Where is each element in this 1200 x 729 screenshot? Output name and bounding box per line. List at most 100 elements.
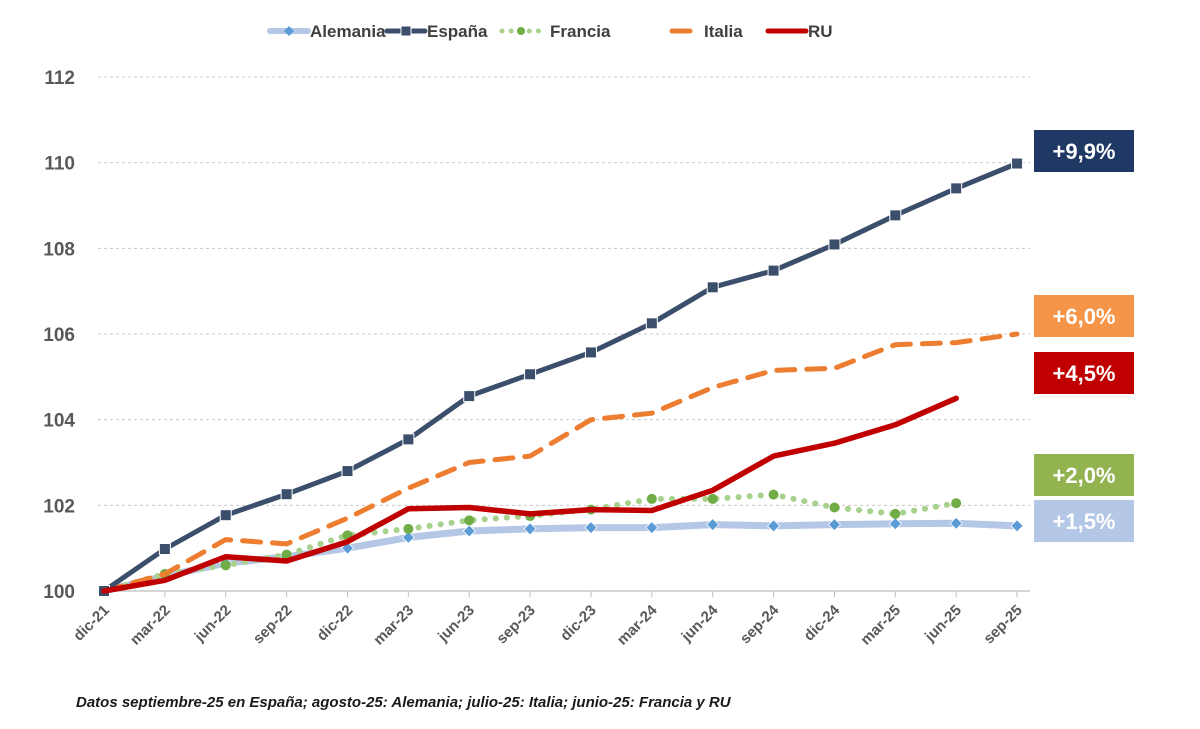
data-point bbox=[584, 521, 598, 535]
data-point bbox=[829, 502, 840, 513]
x-tick-label: mar-25 bbox=[857, 602, 904, 649]
data-point bbox=[889, 209, 902, 222]
x-tick-label: jun-24 bbox=[678, 601, 722, 645]
data-point bbox=[645, 521, 659, 535]
data-point bbox=[220, 560, 231, 571]
x-axis: dic-21 mar-22 jun-22 sep-22 dic-22 mar-23 jun-… bbox=[70, 590, 1030, 649]
data-point bbox=[706, 518, 720, 532]
data-point bbox=[464, 515, 475, 526]
data-point bbox=[219, 509, 232, 522]
series-line bbox=[101, 161, 1020, 594]
badge-alemania: +1,5% bbox=[1034, 500, 1134, 542]
data-point bbox=[462, 524, 476, 538]
legend-item-italia: Italia bbox=[669, 22, 743, 41]
data-point bbox=[281, 549, 292, 560]
y-tick-label: 102 bbox=[43, 496, 75, 517]
badge-ru: +4,5% bbox=[1034, 352, 1134, 394]
series-line bbox=[101, 491, 960, 594]
data-point bbox=[158, 543, 171, 556]
data-point bbox=[767, 264, 780, 277]
data-point bbox=[1011, 157, 1024, 170]
legend-label: Francia bbox=[550, 22, 611, 41]
x-tick-label: dic-22 bbox=[314, 602, 357, 645]
badge-label: +2,0% bbox=[1053, 463, 1116, 488]
data-point bbox=[767, 519, 781, 533]
y-tick-label: 104 bbox=[43, 411, 75, 432]
data-point bbox=[828, 238, 841, 251]
x-tick-label: jun-22 bbox=[191, 602, 235, 646]
x-tick-label: sep-22 bbox=[250, 602, 296, 648]
legend-item-francia: Francia bbox=[499, 22, 611, 41]
data-point bbox=[403, 523, 414, 534]
x-tick-label: mar-22 bbox=[127, 602, 174, 649]
legend-item-españa: España bbox=[384, 22, 488, 41]
series-italia bbox=[101, 331, 1020, 594]
x-tick-label: mar-23 bbox=[370, 602, 417, 649]
data-point bbox=[523, 522, 537, 536]
badge-españa: +9,9% bbox=[1034, 130, 1134, 172]
x-tick-label: dic-24 bbox=[801, 601, 844, 644]
legend-item-ru: RU bbox=[765, 22, 833, 41]
badge-box bbox=[1034, 295, 1134, 337]
data-point bbox=[524, 368, 537, 381]
data-point bbox=[888, 517, 902, 531]
end-labels: +1,5% +9,9% +2,0% +6,0% +4,5% bbox=[1034, 130, 1134, 542]
data-point bbox=[645, 317, 658, 330]
y-tick-label: 108 bbox=[43, 239, 75, 260]
x-tick-label: jun-23 bbox=[434, 602, 478, 646]
legend-label: España bbox=[427, 22, 488, 41]
data-point bbox=[950, 182, 963, 195]
data-point bbox=[951, 498, 962, 509]
x-tick-label: mar-24 bbox=[614, 601, 661, 648]
series-group bbox=[97, 157, 1024, 598]
x-tick-label: sep-25 bbox=[980, 602, 1026, 648]
badge-box bbox=[1034, 500, 1134, 542]
x-tick-label: sep-23 bbox=[493, 602, 539, 648]
series-ru bbox=[101, 395, 959, 594]
badge-box bbox=[1034, 352, 1134, 394]
data-point bbox=[280, 488, 293, 501]
x-tick-label: dic-21 bbox=[70, 602, 113, 645]
data-point bbox=[646, 493, 657, 504]
legend-label: Italia bbox=[704, 22, 743, 41]
data-point bbox=[707, 493, 718, 504]
legend-marker bbox=[517, 27, 525, 35]
legend: Alemania España Francia Italia RU bbox=[267, 22, 833, 41]
badge-box bbox=[1034, 454, 1134, 496]
legend-marker bbox=[400, 25, 412, 37]
y-tick-label: 100 bbox=[43, 582, 75, 603]
badge-label: +1,5% bbox=[1053, 509, 1116, 534]
y-tick-label: 112 bbox=[44, 68, 75, 89]
data-point bbox=[341, 465, 354, 478]
gridlines bbox=[98, 76, 1030, 506]
footnote: Datos septiembre-25 en España; agosto-25… bbox=[76, 694, 731, 711]
y-tick-label: 106 bbox=[43, 325, 75, 346]
legend-item-alemania: Alemania bbox=[267, 22, 386, 41]
data-point bbox=[1010, 519, 1024, 533]
data-point bbox=[768, 489, 779, 500]
badge-label: +4,5% bbox=[1053, 361, 1116, 386]
data-point bbox=[401, 530, 415, 545]
series-line bbox=[101, 395, 959, 594]
legend-label: RU bbox=[808, 22, 833, 41]
data-point bbox=[463, 390, 476, 403]
data-point bbox=[827, 518, 842, 532]
data-point bbox=[890, 508, 901, 519]
x-tick-label: dic-23 bbox=[557, 602, 600, 645]
data-point bbox=[584, 346, 597, 359]
badge-box bbox=[1034, 130, 1134, 172]
x-tick-label: sep-24 bbox=[737, 601, 783, 647]
data-point bbox=[949, 516, 963, 530]
legend-marker bbox=[284, 26, 294, 36]
data-point bbox=[706, 281, 719, 294]
series-line bbox=[101, 331, 1020, 594]
badge-italia: +6,0% bbox=[1034, 295, 1134, 337]
data-point bbox=[402, 433, 415, 446]
badge-label: +6,0% bbox=[1053, 304, 1116, 329]
series-españa bbox=[98, 157, 1024, 597]
legend-label: Alemania bbox=[310, 22, 386, 41]
badge-francia: +2,0% bbox=[1034, 454, 1134, 496]
y-tick-label: 110 bbox=[44, 154, 75, 175]
x-tick-label: jun-25 bbox=[921, 602, 965, 646]
